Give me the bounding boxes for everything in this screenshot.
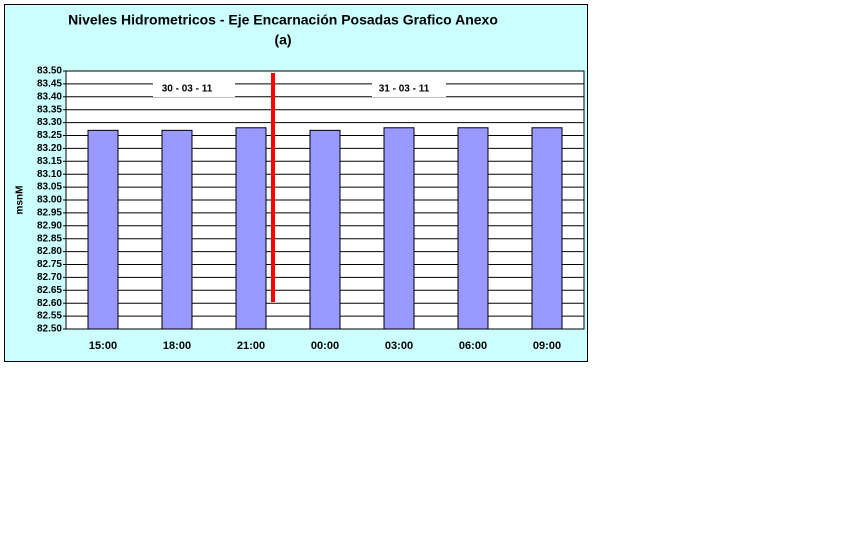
y-tick-label: 83.35	[37, 104, 62, 115]
y-tick-label: 83.45	[37, 79, 62, 90]
y-axis-label: msnM	[15, 186, 26, 215]
bar	[383, 127, 415, 330]
x-tick-label: 06:00	[459, 340, 487, 352]
y-tick-label: 83.10	[37, 169, 62, 180]
x-tick-label: 18:00	[163, 340, 191, 352]
y-tick-label: 82.75	[37, 259, 62, 270]
chart-subtitle: (a)	[274, 32, 291, 48]
bar	[161, 129, 193, 330]
y-tick-label: 82.85	[37, 233, 62, 244]
y-tick-label: 82.60	[37, 298, 62, 309]
y-tick-label: 83.25	[37, 130, 62, 141]
x-tick-label: 00:00	[311, 340, 339, 352]
y-tick-label: 83.00	[37, 195, 62, 206]
bar	[531, 127, 563, 330]
x-tick-label: 21:00	[237, 340, 265, 352]
bar	[457, 127, 489, 330]
x-tick-label: 03:00	[385, 340, 413, 352]
chart-title: Niveles Hidrometricos - Eje Encarnación …	[68, 12, 498, 28]
x-tick-label: 09:00	[533, 340, 561, 352]
bar	[87, 129, 119, 330]
y-tick-label: 82.80	[37, 246, 62, 257]
annotation-box	[153, 81, 235, 97]
y-tick-label: 83.05	[37, 182, 62, 193]
y-tick-label: 82.70	[37, 272, 62, 283]
y-tick-label: 83.15	[37, 156, 62, 167]
bar	[235, 127, 267, 330]
y-tick-label: 82.50	[37, 324, 62, 335]
y-tick-label: 83.40	[37, 91, 62, 102]
y-tick-label: 82.65	[37, 285, 62, 296]
y-tick-label: 82.90	[37, 220, 62, 231]
marks	[87, 127, 563, 330]
y-tick-label: 82.95	[37, 208, 62, 219]
y-tick-label: 83.20	[37, 143, 62, 154]
bar	[309, 129, 341, 330]
annotation-box	[372, 81, 446, 97]
annotation: 30 - 03 - 11	[162, 84, 213, 95]
annotation: 31 - 03 - 11	[379, 84, 430, 95]
y-tick-label: 83.50	[37, 66, 62, 77]
x-tick-label: 15:00	[89, 340, 117, 352]
y-tick-label: 82.55	[37, 311, 62, 322]
y-tick-label: 83.30	[37, 117, 62, 128]
